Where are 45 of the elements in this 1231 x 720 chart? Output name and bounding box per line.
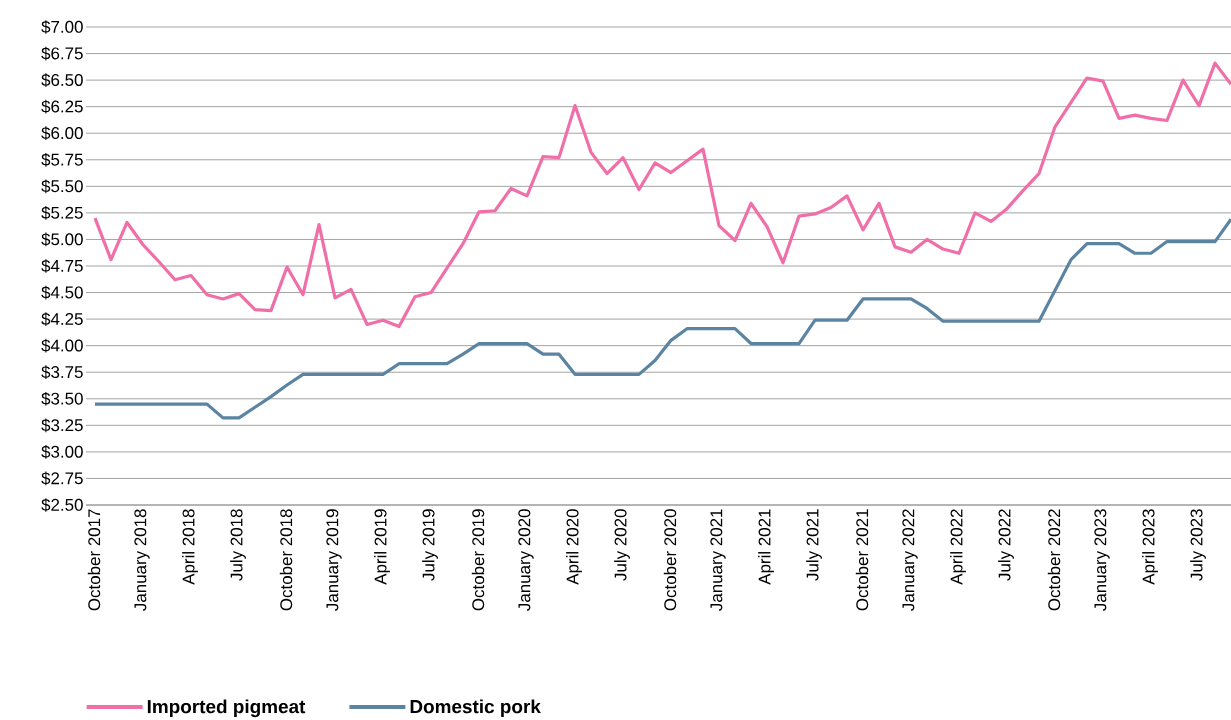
y-tick-label: $3.50	[41, 391, 83, 406]
x-tick-label: October 2019	[471, 509, 485, 611]
y-tick-label: $4.25	[41, 312, 83, 326]
y-tick-label: $3.25	[41, 418, 83, 433]
y-tick-label: $5.50	[41, 179, 83, 194]
y-tick-label: $4.50	[41, 285, 83, 300]
x-tick-label: January 2021	[710, 509, 726, 611]
x-tick-label: January 2022	[902, 509, 918, 611]
x-tick-label: April 2023	[1142, 509, 1158, 585]
y-tick-label: $6.50	[41, 73, 83, 87]
legend-label: Imported pigmeat	[147, 699, 306, 718]
y-tick-label: $2.75	[41, 471, 83, 486]
y-tick-label: $5.25	[41, 206, 83, 220]
y-tick-label: $5.75	[41, 152, 83, 167]
y-tick-label: $3.75	[41, 365, 83, 380]
x-tick-label: October 2020	[663, 509, 677, 611]
y-tick-label: $6.75	[41, 46, 83, 61]
x-tick-label: April 2021	[758, 509, 774, 585]
x-tick-label: April 2018	[182, 509, 198, 585]
x-tick-label: October 2017	[87, 509, 101, 611]
x-tick-label: July 2018	[230, 509, 246, 581]
x-tick-label: October 2021	[855, 509, 869, 611]
x-tick-label: January 2018	[134, 509, 150, 611]
x-tick-label: April 2022	[950, 509, 966, 585]
x-tick-label: July 2021	[806, 509, 822, 581]
legend-label: Domestic pork	[410, 699, 541, 718]
y-tick-label: $6.25	[41, 99, 83, 114]
y-tick-label: $2.50	[41, 498, 83, 512]
x-tick-label: July 2022	[998, 509, 1014, 581]
y-tick-label: $7.00	[41, 20, 83, 34]
y-tick-label: $3.00	[41, 445, 83, 459]
x-tick-label: July 2020	[614, 509, 630, 581]
x-tick-label: January 2023	[1094, 509, 1110, 611]
x-tick-label: April 2020	[566, 509, 582, 585]
x-tick-label: July 2019	[422, 509, 438, 581]
x-tick-label: October 2018	[279, 509, 293, 611]
y-tick-label: $6.00	[41, 126, 83, 141]
x-tick-label: January 2019	[326, 509, 342, 611]
y-tick-label: $4.75	[41, 259, 83, 273]
x-tick-label: April 2019	[374, 509, 390, 585]
y-tick-label: $4.00	[41, 338, 83, 353]
x-tick-label: January 2020	[518, 509, 534, 611]
y-tick-label: $5.00	[41, 232, 83, 247]
x-tick-label: October 2022	[1047, 509, 1061, 611]
x-tick-label: July 2023	[1190, 509, 1206, 581]
